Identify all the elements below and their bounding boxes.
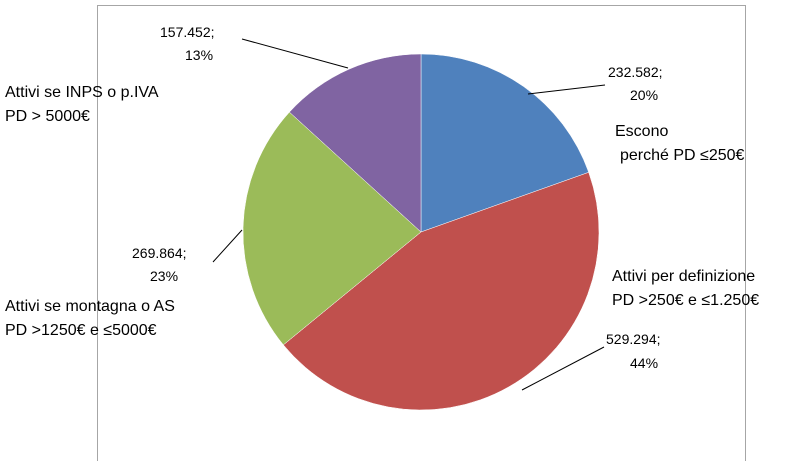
leader-line	[527, 84, 606, 95]
category-label: Escono perché PD ≤250€	[615, 123, 745, 164]
pie-slice	[242, 111, 422, 346]
leader-line	[241, 38, 349, 69]
percent-label: 23%	[150, 268, 178, 284]
pie-slice	[289, 53, 422, 233]
percent-label: 44%	[630, 355, 658, 371]
category-label: Attivi se INPS o p.IVA PD > 5000€	[5, 84, 159, 125]
leader-line	[212, 229, 243, 263]
value-label: 529.294;	[606, 331, 661, 347]
percent-label: 20%	[630, 87, 658, 103]
value-label: 232.582;	[608, 64, 663, 80]
value-label: 269.864;	[132, 245, 187, 261]
category-label: Attivi se montagna o AS PD >1250€ e ≤5000…	[5, 298, 175, 339]
chart-frame	[97, 5, 746, 461]
leader-line	[521, 346, 605, 391]
category-label: Attivi per definizione PD >250€ e ≤1.250€	[612, 268, 759, 309]
pie-slice	[420, 53, 590, 233]
pie-slice	[283, 171, 600, 411]
percent-label: 13%	[185, 47, 213, 63]
value-label: 157.452;	[160, 24, 215, 40]
